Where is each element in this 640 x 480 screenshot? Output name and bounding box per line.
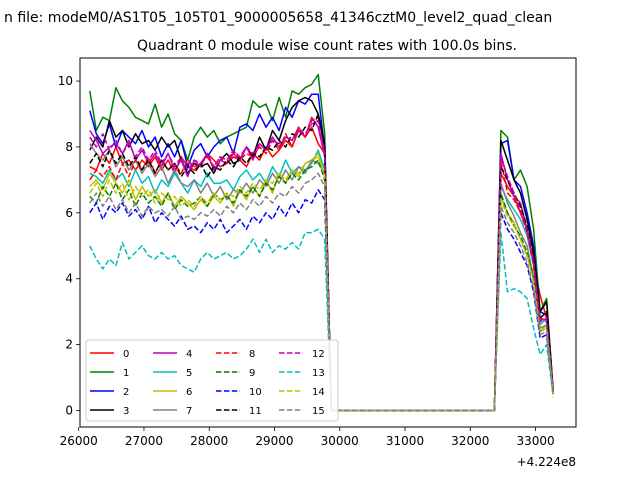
legend-label-3: 3 [123, 406, 129, 417]
legend-label-2: 2 [123, 387, 129, 398]
y-tick-label: 10 [58, 74, 73, 88]
suptitle: n file: modeM0/AS1T05_105T01_9000005658_… [4, 10, 552, 26]
legend-label-11: 11 [249, 406, 262, 417]
y-tick-label: 4 [65, 272, 73, 286]
x-tick-label: 31000 [386, 434, 424, 448]
legend-label-1: 1 [123, 368, 129, 379]
axes-frame [79, 57, 577, 428]
legend-label-7: 7 [186, 406, 192, 417]
x-tick-label: 33000 [516, 434, 554, 448]
y-axis: 0 2 4 6 8 10 [58, 74, 80, 418]
legend-label-9: 9 [249, 368, 255, 379]
x-tick-label: 26000 [60, 434, 98, 448]
x-tick-label: 32000 [451, 434, 489, 448]
legend-label-12: 12 [312, 349, 325, 360]
legend-label-4: 4 [186, 349, 192, 360]
x-tick-label: 28000 [190, 434, 228, 448]
x-tick-label: 30000 [321, 434, 359, 448]
series-line-14 [89, 156, 554, 412]
y-tick-label: 2 [65, 338, 73, 352]
legend-label-5: 5 [186, 368, 192, 379]
legend-label-15: 15 [312, 406, 325, 417]
x-tick-label: 29000 [255, 434, 293, 448]
series-line-9 [89, 159, 554, 412]
chart-title: Quadrant 0 module wise count rates with … [137, 38, 517, 54]
legend-label-6: 6 [186, 387, 192, 398]
legend-label-13: 13 [312, 368, 325, 379]
plot-area: 26000 27000 28000 29000 30000 31000 32000 33000… [58, 57, 577, 469]
x-offset-label: +4.224e8 [517, 455, 576, 469]
legend-label-8: 8 [249, 349, 255, 360]
y-tick-label: 8 [65, 140, 73, 154]
legend-label-14: 14 [312, 387, 325, 398]
legend-label-0: 0 [123, 349, 129, 360]
series-layer [89, 73, 554, 412]
x-tick-label: 27000 [125, 434, 163, 448]
legend-label-10: 10 [249, 387, 262, 398]
y-tick-label: 6 [65, 206, 73, 220]
legend-frame [85, 339, 339, 422]
series-line-15 [89, 172, 554, 412]
x-axis: 26000 27000 28000 29000 30000 31000 32000 33000 [60, 427, 555, 448]
y-tick-label: 0 [65, 404, 73, 418]
